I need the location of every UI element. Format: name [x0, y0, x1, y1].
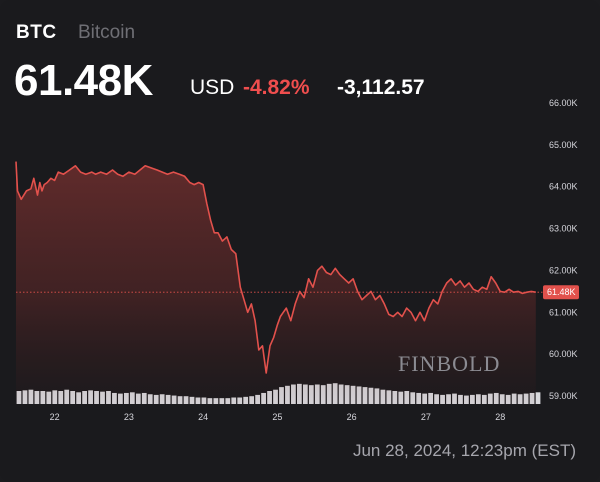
finbold-watermark: FINBOLD: [398, 351, 500, 376]
y-tick-label: 66.00K: [549, 98, 578, 108]
change-absolute: -3,112.57: [337, 76, 425, 99]
y-tick-label: 63.00K: [549, 224, 578, 234]
y-tick-label: 59.00K: [549, 391, 578, 401]
price-area-fill: [16, 161, 536, 404]
x-tick-label: 26: [347, 412, 357, 422]
y-tick-label: 65.00K: [549, 140, 578, 150]
x-tick-label: 25: [272, 412, 282, 422]
current-price: 61.48K: [14, 56, 153, 105]
y-tick-label: 64.00K: [549, 182, 578, 192]
change-percent: -4.82%: [243, 76, 310, 99]
x-tick-label: 28: [495, 412, 505, 422]
y-tick-label: 62.00K: [549, 265, 578, 275]
y-axis: 66.00K 65.00K 64.00K 63.00K 62.00K 61.00K 60.0…: [549, 98, 578, 401]
y-tick-label: 61.00K: [549, 307, 578, 317]
volume-bar: [535, 392, 541, 404]
timestamp: Jun 28, 2024, 12:23pm (EST): [352, 441, 576, 460]
last-price-label: 61.48K: [543, 285, 579, 300]
y-tick-label: 60.00K: [549, 349, 578, 359]
x-tick-label: 22: [50, 412, 60, 422]
x-tick-label: 27: [421, 412, 431, 422]
x-tick-label: 23: [124, 412, 134, 422]
price-line: [15, 161, 536, 374]
price-currency: USD: [190, 76, 235, 99]
x-axis: 22 23 24 25 26 27 28: [50, 412, 506, 422]
x-tick-label: 24: [198, 412, 208, 422]
ticker-symbol: BTC: [16, 22, 57, 43]
asset-name: Bitcoin: [78, 22, 136, 43]
last-price-label-text: 61.48K: [547, 287, 576, 297]
